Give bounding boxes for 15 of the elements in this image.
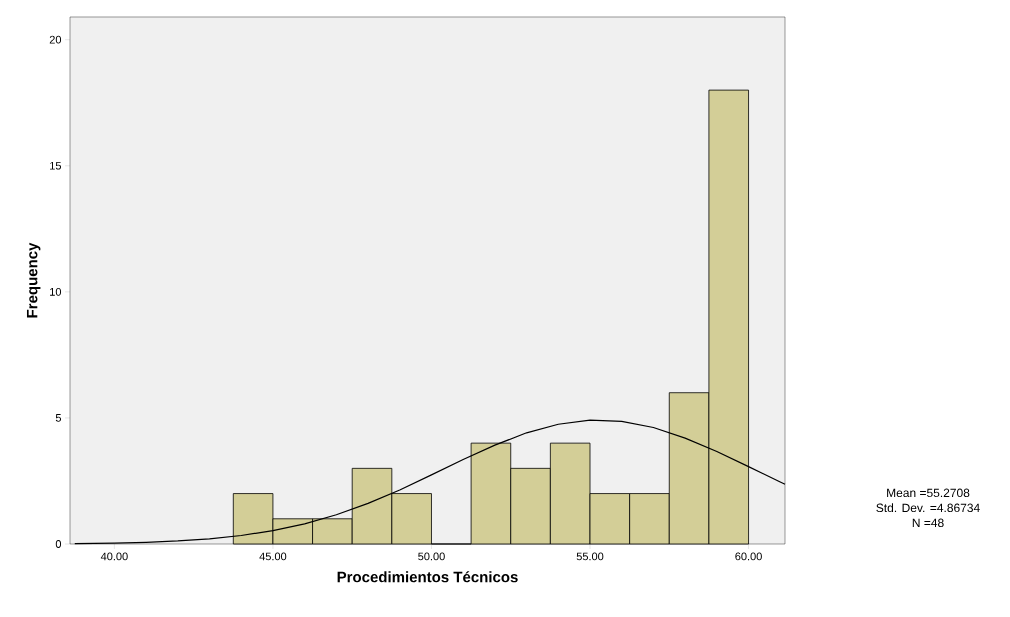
y-tick-label: 20 <box>49 35 62 44</box>
x-tick-label: 55.00 <box>576 552 604 561</box>
y-tick-label: 10 <box>50 287 62 296</box>
x-tick-label: 45.00 <box>259 552 287 561</box>
text: Mean =55.2708 <box>887 488 970 498</box>
x-tick-label: 60.00 <box>735 552 762 561</box>
y-tick-label: 0 <box>55 540 62 548</box>
x-tick-label: 50.00 <box>418 552 445 561</box>
text: N =48 <box>912 518 944 528</box>
y-axis-title: Frequency <box>26 242 41 318</box>
y-tick-label: 15 <box>50 161 62 170</box>
y-tick-label: 5 <box>55 414 62 422</box>
x-tick-label: 40.00 <box>100 552 128 561</box>
x-axis-title: Procedimientos Técnicos <box>337 571 518 583</box>
text: Std. Dev. =4.86734 <box>876 503 980 513</box>
